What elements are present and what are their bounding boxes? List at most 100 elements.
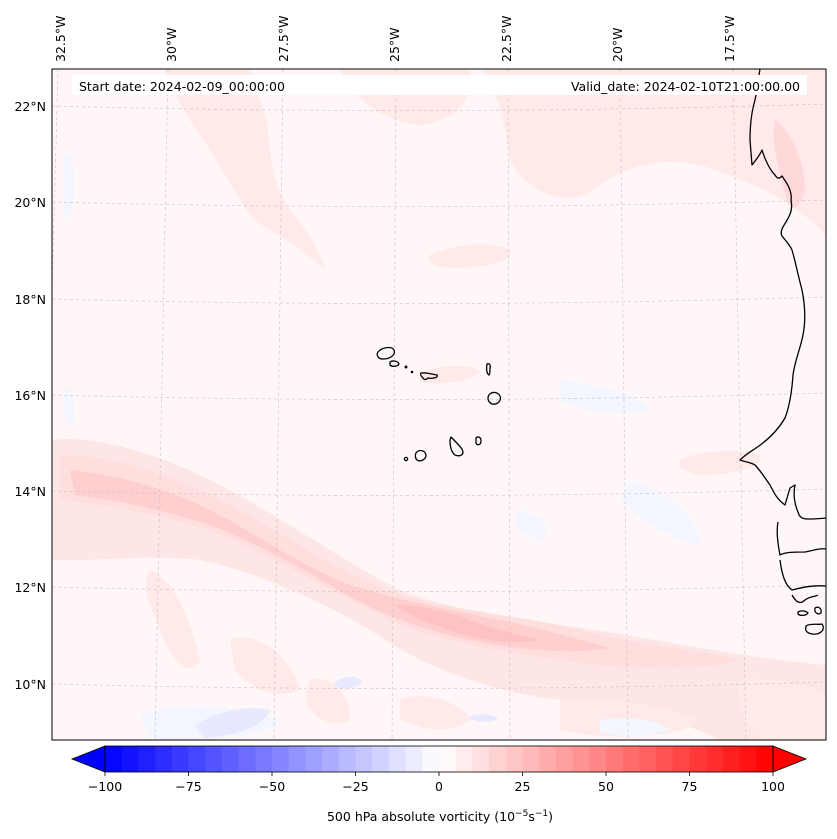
colorbar-ticks: −100 −75 −50 −25 0 25 50 75 100 xyxy=(88,772,785,794)
colorbar-extend-min xyxy=(70,745,106,773)
colorbar-segment xyxy=(372,746,390,772)
colorbar-label: 500 hPa absolute vorticity (10−5s−1) xyxy=(327,809,553,824)
colorbar-label-exp2: −1 xyxy=(535,809,548,819)
colorbar-label-end: ) xyxy=(548,809,553,824)
lon-label: 22.5°W xyxy=(499,16,514,62)
contour-region xyxy=(480,69,826,240)
colorbar-segments xyxy=(105,746,774,772)
island-santiago xyxy=(449,436,464,457)
cape-verde-islands xyxy=(376,346,502,462)
lat-label: 18°N xyxy=(14,292,46,307)
contour-region xyxy=(773,120,805,208)
colorbar-segment xyxy=(439,746,457,772)
colorbar-segment xyxy=(422,746,440,772)
bijagos-islands xyxy=(797,606,824,635)
contour-region xyxy=(420,365,480,384)
colorbar-segment xyxy=(105,746,123,772)
colorbar-tick-label: −50 xyxy=(259,779,285,794)
contour-region xyxy=(620,480,700,545)
contour-region xyxy=(230,637,300,694)
colorbar-segment xyxy=(238,746,256,772)
colorbar-tick-label: −25 xyxy=(342,779,368,794)
colorbar-segment xyxy=(355,746,373,772)
lon-label: 25°W xyxy=(387,27,402,62)
colorbar-tick-label: 25 xyxy=(515,779,531,794)
colorbar-segment xyxy=(606,746,624,772)
colorbar-segment xyxy=(622,746,640,772)
colorbar-segment xyxy=(255,746,273,772)
lon-label: 30°W xyxy=(164,27,179,62)
contour-region xyxy=(60,455,740,669)
colorbar-segment xyxy=(706,746,724,772)
gridlines xyxy=(52,69,826,740)
island-santa-luzia xyxy=(404,365,408,369)
colorbar-segment xyxy=(539,746,557,772)
colorbar-segment xyxy=(656,746,674,772)
annotation-box xyxy=(72,75,807,95)
colorbar-segment xyxy=(305,746,323,772)
contour-region xyxy=(470,714,498,722)
island-sao-nicolau xyxy=(419,372,439,381)
colorbar-segment xyxy=(505,746,523,772)
lat-label: 12°N xyxy=(14,580,46,595)
colorbar-extend-max xyxy=(772,745,808,773)
contour-region xyxy=(335,676,362,689)
colorbar-tick-label: 75 xyxy=(682,779,698,794)
contour-region xyxy=(738,678,826,740)
lon-label: 20°W xyxy=(610,27,625,62)
contour-region xyxy=(70,470,610,652)
contour-region xyxy=(679,450,761,475)
island xyxy=(814,606,822,615)
latitude-labels: 22°N 20°N 18°N 16°N 14°N 12°N 10°N xyxy=(14,99,46,692)
lon-label: 17.5°W xyxy=(722,16,737,62)
colorbar-segment xyxy=(472,746,490,772)
lat-label: 14°N xyxy=(14,484,46,499)
colorbar-segment xyxy=(405,746,423,772)
island-fogo xyxy=(414,449,427,462)
map-area[interactable] xyxy=(40,69,826,740)
colorbar-segment xyxy=(288,746,306,772)
colorbar-segment xyxy=(205,746,223,772)
colorbar-label-main: 500 hPa absolute vorticity (10 xyxy=(327,809,515,824)
colorbar-segment xyxy=(455,746,473,772)
colorbar: −100 −75 −50 −25 0 25 50 75 100 500 hPa absolute… xyxy=(70,745,808,824)
west-africa-coastline-south xyxy=(776,521,826,604)
colorbar-segment xyxy=(522,746,540,772)
contour-region xyxy=(195,708,270,738)
contour-region xyxy=(165,69,325,270)
colorbar-segment xyxy=(555,746,574,772)
map-frame xyxy=(51,68,827,741)
contour-region xyxy=(560,380,650,414)
start-date-label: Start date: 2024-02-09_00:00:00 xyxy=(79,79,285,94)
colorbar-segment xyxy=(272,746,290,772)
colorbar-segment xyxy=(739,746,757,772)
colorbar-tick-label: −100 xyxy=(88,779,122,794)
lat-label: 20°N xyxy=(14,195,46,210)
island xyxy=(805,623,824,635)
contour-region xyxy=(305,679,350,724)
lon-label: 27.5°W xyxy=(276,16,291,62)
west-africa-coastline xyxy=(739,69,826,520)
colorbar-tick-label: −75 xyxy=(175,779,201,794)
vorticity-contours-positive-strong xyxy=(773,120,805,208)
island-sal xyxy=(485,363,491,376)
lon-label: 32.5°W xyxy=(53,16,68,62)
island xyxy=(797,610,809,617)
vorticity-band xyxy=(52,439,826,740)
contour-region xyxy=(64,387,75,426)
colorbar-segment xyxy=(639,746,657,772)
contour-region xyxy=(428,244,511,268)
vorticity-contours-negative xyxy=(64,154,700,740)
contour-region xyxy=(516,510,548,540)
island-boa-vista xyxy=(487,391,502,405)
colorbar-segment xyxy=(589,746,607,772)
island-islet xyxy=(410,370,414,374)
contour-region xyxy=(600,718,670,737)
colorbar-tick-label: 0 xyxy=(435,779,443,794)
island-brava xyxy=(403,456,409,462)
colorbar-segment xyxy=(138,746,156,772)
lat-label: 16°N xyxy=(14,388,46,403)
colorbar-segment xyxy=(672,746,690,772)
valid-date-label: Valid_date: 2024-02-10T21:00:00.00 xyxy=(571,79,800,94)
